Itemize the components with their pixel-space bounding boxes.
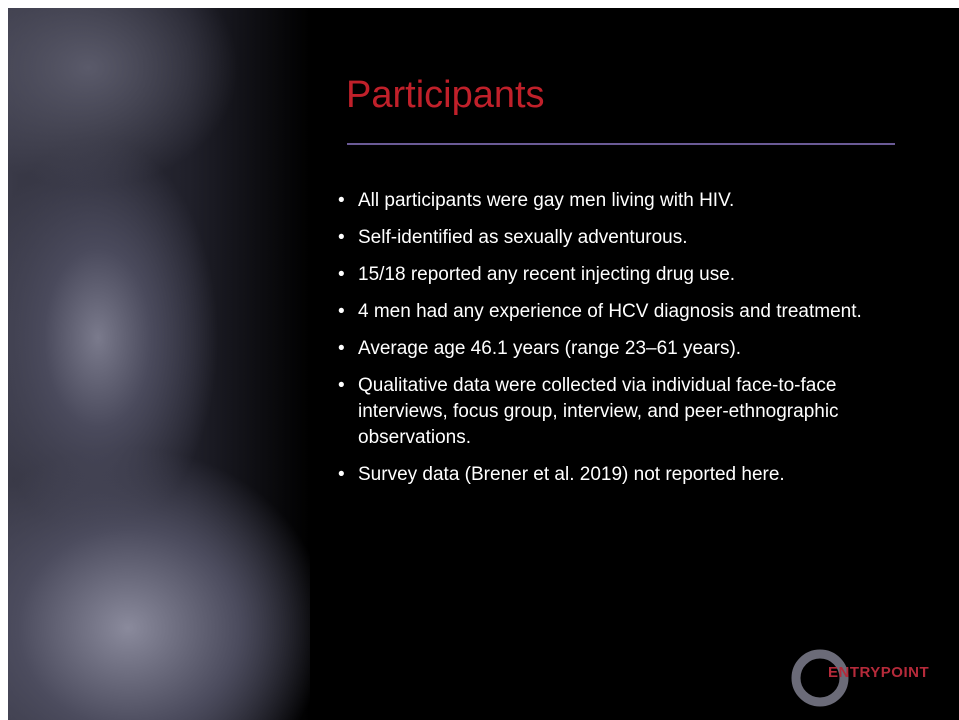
slide-title: Participants [346, 74, 545, 117]
bullet: 15/18 reported any recent injecting drug… [338, 262, 878, 288]
bullet: Self-identified as sexually adventurous. [338, 225, 878, 251]
bullet: Survey data (Brener et al. 2019) not rep… [338, 462, 878, 488]
bullet: 4 men had any experience of HCV diagnosi… [338, 299, 878, 325]
bullet: Qualitative data were collected via indi… [338, 373, 878, 451]
bullet: Average age 46.1 years (range 23–61 year… [338, 336, 878, 362]
page: Participants All participants were gay m… [0, 0, 959, 720]
bullet: All participants were gay men living wit… [338, 188, 878, 214]
photo [8, 8, 310, 720]
title-rule [347, 143, 895, 145]
logo-text: ENTRYPOINT [828, 664, 929, 681]
slide: Participants All participants were gay m… [8, 8, 959, 720]
bullet-list: All participants were gay men living wit… [338, 188, 878, 499]
